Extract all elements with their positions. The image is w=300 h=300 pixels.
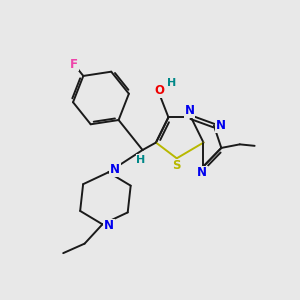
Text: F: F [70,58,78,71]
Text: N: N [197,167,207,179]
Text: N: N [110,164,120,176]
Text: S: S [172,159,181,172]
Text: O: O [154,84,164,97]
Text: H: H [136,154,146,164]
Text: N: N [215,119,225,132]
Text: N: N [184,104,194,117]
Text: N: N [104,219,114,232]
Text: H: H [167,78,176,88]
